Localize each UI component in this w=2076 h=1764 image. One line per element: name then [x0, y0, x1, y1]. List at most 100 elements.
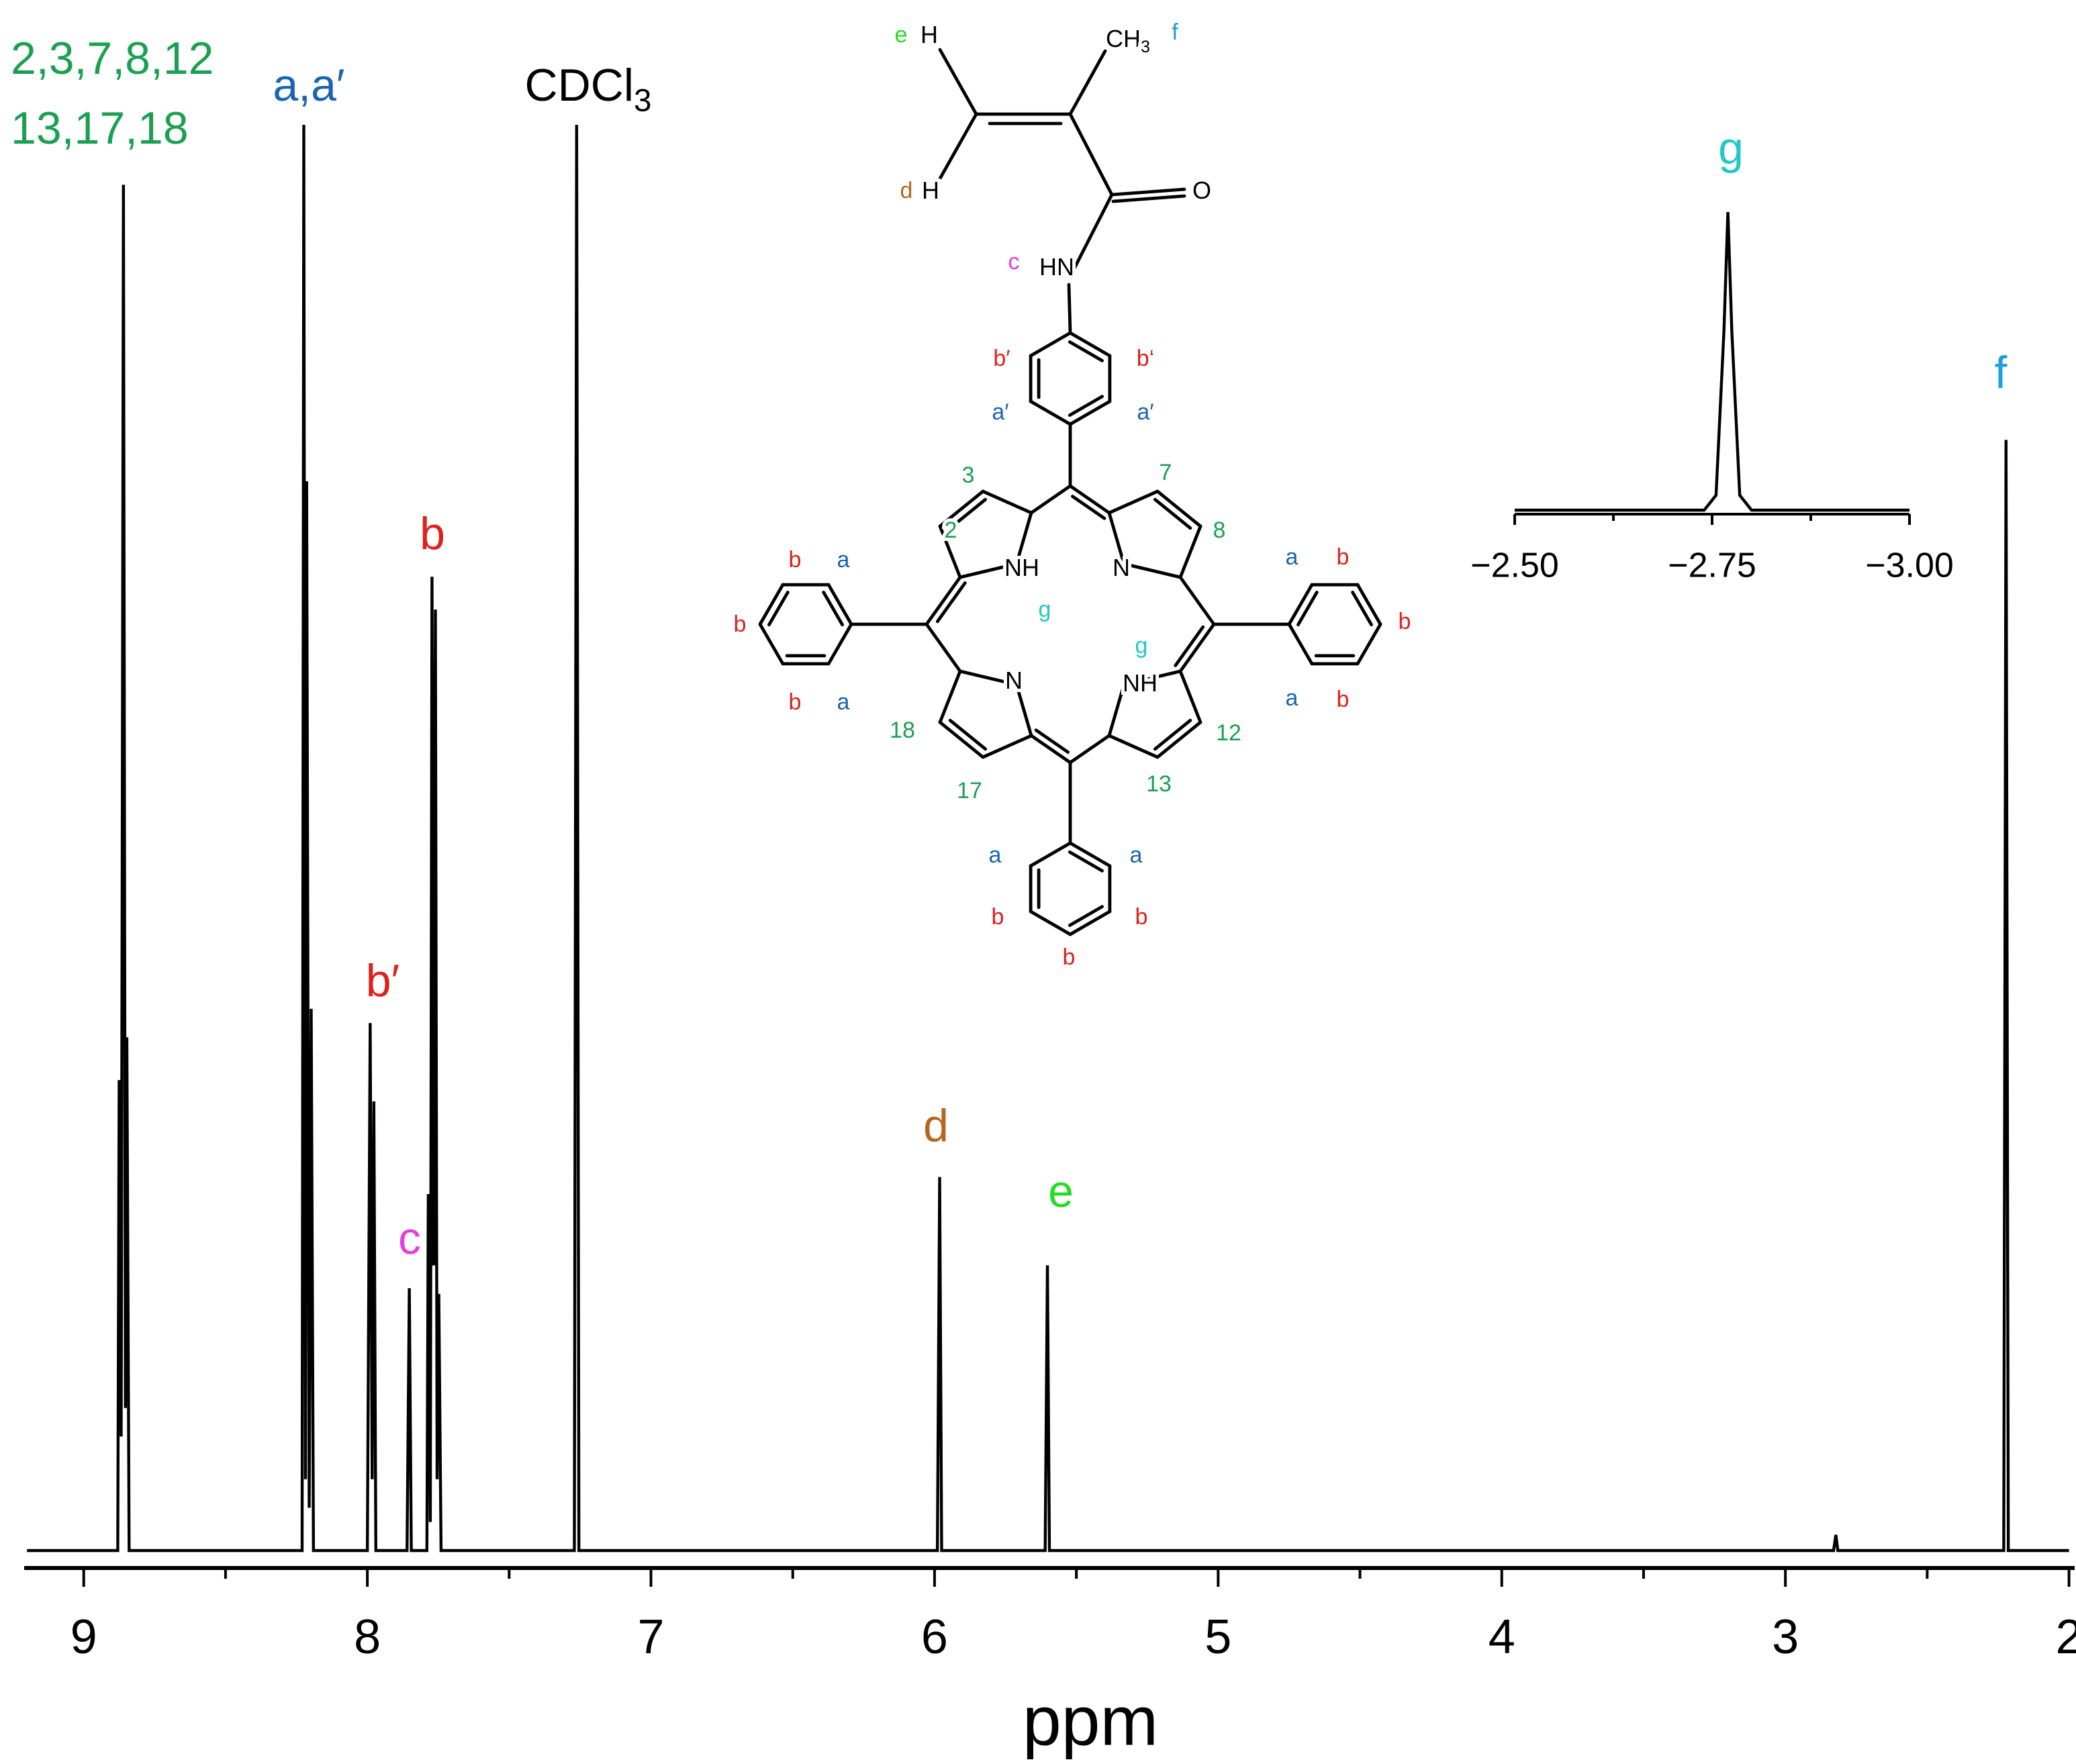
atom-label: b	[1337, 544, 1350, 570]
peak-label: b	[420, 508, 445, 559]
atom-label-text: b	[1135, 904, 1148, 930]
atom-label: 18	[890, 718, 915, 743]
bond	[1068, 395, 1104, 417]
atom-label: g	[1039, 597, 1051, 622]
atom-label-text: c	[1008, 249, 1020, 275]
atom-label: a	[1130, 842, 1143, 868]
atom-label: NH	[1123, 669, 1158, 697]
bond	[1068, 484, 1111, 515]
atom-label-text: a	[989, 842, 1002, 868]
atom-label-text: b	[1337, 544, 1350, 570]
bond	[822, 591, 844, 627]
bond	[925, 575, 962, 626]
atom-label-text: b	[789, 547, 802, 573]
atom-label-text: g	[1135, 633, 1148, 658]
bond	[1174, 625, 1205, 667]
bond	[1122, 562, 1182, 579]
atom-label: N	[1005, 667, 1023, 694]
bond	[1068, 112, 1114, 197]
bond	[938, 720, 985, 759]
bond	[1153, 497, 1192, 530]
bond	[938, 489, 985, 528]
bond	[1107, 734, 1160, 759]
bond	[1178, 669, 1202, 724]
atom-label: 12	[1216, 720, 1241, 746]
peak-label-text: e	[1048, 1166, 1074, 1217]
peak-label-text: a,a′	[273, 60, 344, 111]
atom-label: a	[1286, 544, 1299, 570]
atom-label: b	[1337, 687, 1350, 712]
atom-label: 17	[957, 778, 982, 803]
bond	[1029, 331, 1072, 358]
x-tick-label: 4	[1489, 1610, 1515, 1664]
atom-label-text: a	[1286, 544, 1299, 570]
peak-label-text: d	[923, 1100, 949, 1151]
atom-label: f	[1172, 19, 1178, 45]
atom-label-text: 12	[1216, 720, 1241, 746]
x-tick-label: 5	[1205, 1610, 1231, 1664]
bond	[1178, 524, 1202, 579]
bond	[958, 669, 1019, 687]
atom-label: e	[895, 22, 908, 48]
atom-label-text: b‘	[1137, 346, 1154, 371]
peak-label: f	[1995, 347, 2008, 398]
atom-label-text: 8	[1213, 518, 1226, 543]
peak-label: CDCl3	[525, 60, 652, 118]
bond	[938, 112, 978, 181]
atom-label: 2	[945, 518, 957, 543]
bond	[1068, 905, 1104, 927]
atom-label-text: a	[837, 689, 850, 715]
atom-label: g	[1135, 633, 1148, 658]
bond	[1155, 489, 1202, 528]
atom-label-text: NH	[1123, 669, 1158, 697]
atom-label: a′	[992, 399, 1008, 425]
atom-label: b′	[993, 346, 1010, 371]
atom-label-text: a	[837, 547, 850, 573]
bond	[1356, 622, 1382, 666]
atom-label: b	[992, 904, 1004, 930]
atom-label-text: b	[1337, 687, 1350, 712]
bond	[935, 581, 967, 624]
atom-label-text: b	[992, 904, 1004, 930]
atom-label-text: 18	[890, 718, 915, 743]
atom-label: a	[837, 689, 850, 715]
peak-label: c	[398, 1213, 421, 1264]
atom-label: O	[1192, 177, 1211, 204]
bond	[758, 622, 785, 666]
bond	[827, 583, 853, 626]
atom-label: d	[900, 178, 913, 203]
atom-label: 7	[1160, 460, 1172, 485]
spectrum-line	[27, 124, 2069, 1553]
atom-label: a	[837, 547, 850, 573]
x-tick-label: 9	[70, 1610, 97, 1664]
atom-label: b	[1399, 609, 1411, 634]
atom-label: b	[789, 689, 802, 715]
atom-label: c	[1008, 249, 1020, 275]
peak-label-text: 13,17,18	[11, 103, 189, 154]
atom-label: b	[789, 547, 802, 573]
atom-label: NH	[1004, 554, 1039, 581]
atom-label-text: d	[900, 178, 913, 203]
bond	[1068, 331, 1112, 358]
atom-label-text: b	[1063, 944, 1076, 970]
peak-label-sub: 3	[634, 83, 651, 118]
atom-label-text: O	[1192, 177, 1211, 204]
bond	[1111, 194, 1186, 203]
bond	[1155, 720, 1202, 759]
bond	[1068, 734, 1111, 765]
peak-label-text: 2,3,7,8,12	[11, 33, 214, 84]
spectrum-line	[1515, 211, 1909, 512]
bond	[1029, 399, 1072, 426]
peak-label-text: CDCl	[525, 60, 634, 111]
bond	[758, 583, 785, 626]
x-tick-label: 8	[354, 1610, 381, 1664]
atom-label: 3	[962, 462, 975, 488]
atom-label-text: H	[921, 21, 938, 48]
atom-label-text: b′	[993, 346, 1010, 371]
peak-label: e	[1048, 1166, 1074, 1217]
bond	[1070, 495, 1106, 520]
bond	[1178, 575, 1216, 626]
atom-label-text: a	[1286, 685, 1299, 711]
x-tick-label: −3.00	[1865, 546, 1954, 585]
